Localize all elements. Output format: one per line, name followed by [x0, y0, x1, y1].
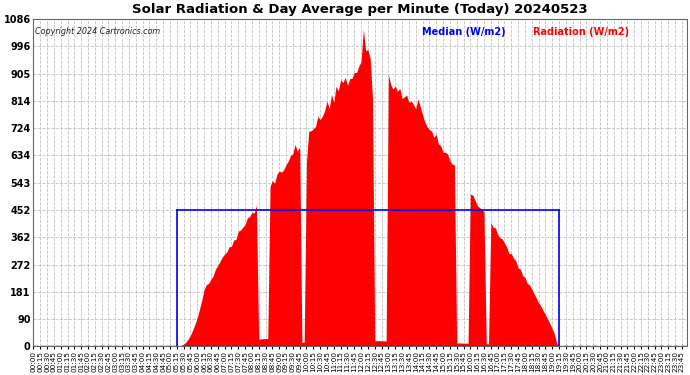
Text: Median (W/m2): Median (W/m2) [422, 27, 506, 37]
Title: Solar Radiation & Day Average per Minute (Today) 20240523: Solar Radiation & Day Average per Minute… [132, 3, 588, 16]
Text: Copyright 2024 Cartronics.com: Copyright 2024 Cartronics.com [34, 27, 160, 36]
Text: Radiation (W/m2): Radiation (W/m2) [533, 27, 629, 37]
